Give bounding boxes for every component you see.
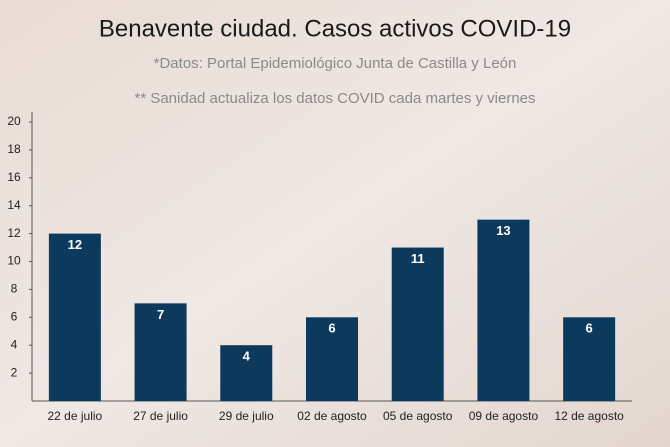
value-label: 11: [411, 251, 425, 266]
x-tick-label: 12 de agosto: [554, 409, 624, 423]
y-tick-label: 4: [11, 337, 18, 351]
bar: [306, 317, 358, 401]
y-tick-label: 6: [11, 309, 18, 323]
x-tick-label: 22 de julio: [47, 409, 102, 423]
value-label: 7: [157, 307, 164, 322]
y-tick-label: 20: [7, 114, 21, 128]
bar: [48, 233, 101, 401]
value-label: 6: [328, 321, 335, 336]
value-label: 12: [68, 237, 82, 252]
x-tick-label: 27 de julio: [133, 409, 188, 423]
bar: [477, 219, 530, 401]
bar: [134, 303, 187, 401]
y-tick-label: 10: [7, 254, 21, 268]
y-tick-label: 18: [7, 142, 21, 156]
bar: [563, 317, 616, 401]
y-tick-label: 2: [11, 365, 18, 379]
y-tick-label: 12: [7, 226, 21, 240]
bar: [220, 345, 273, 401]
subtitle: ** Sanidad actualiza los datos COVID cad…: [134, 90, 535, 107]
x-tick-label: 09 de agosto: [469, 409, 539, 423]
y-tick-label: 16: [7, 170, 21, 184]
x-tick-label: 05 de agosto: [383, 409, 453, 423]
value-label: 4: [243, 349, 251, 364]
value-label: 13: [496, 223, 510, 238]
subtitle: *Datos: Portal Epidemiológico Junta de C…: [154, 55, 517, 72]
y-tick-label: 8: [11, 282, 18, 296]
bar: [391, 247, 444, 401]
x-tick-label: 29 de julio: [219, 409, 274, 423]
chart-title: Benavente ciudad. Casos activos COVID-19: [99, 15, 571, 42]
value-label: 6: [586, 321, 593, 336]
y-tick-label: 14: [7, 198, 21, 212]
x-tick-label: 02 de agosto: [297, 409, 367, 423]
